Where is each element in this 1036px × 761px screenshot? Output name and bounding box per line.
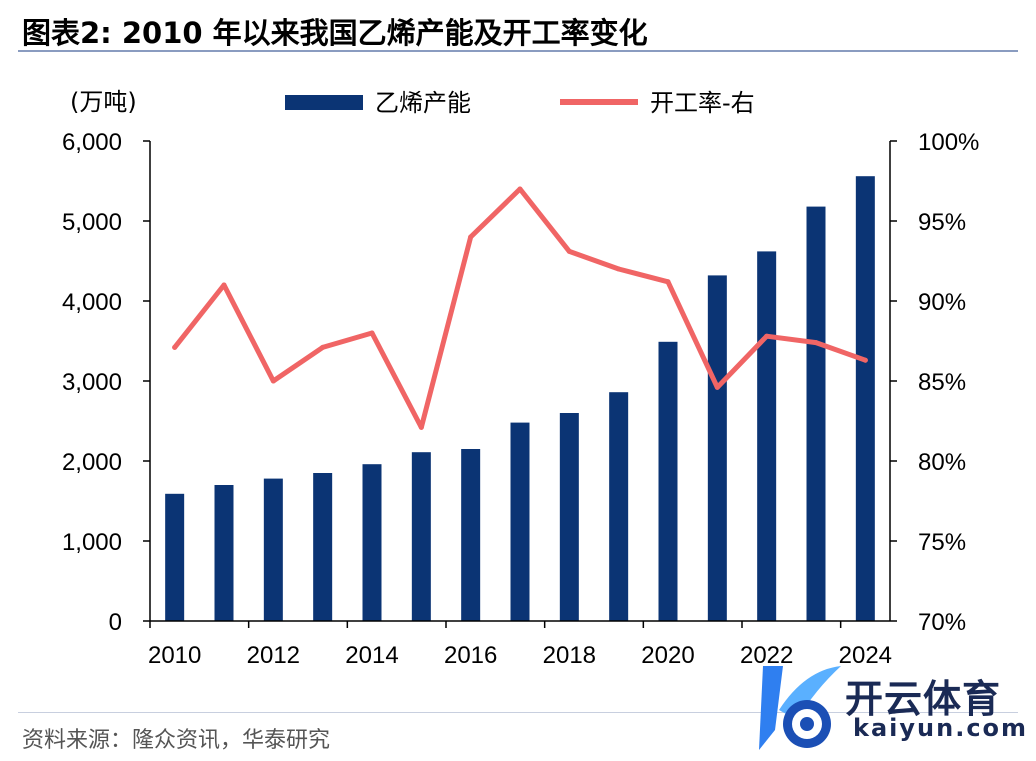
bar-2020 [658, 341, 678, 621]
bar-2019 [609, 392, 629, 621]
right-tick-label: 90% [918, 289, 966, 316]
point-2015 [418, 424, 424, 430]
right-tick-label: 95% [918, 209, 966, 236]
left-tick-label: 0 [109, 609, 122, 636]
right-tick-label: 80% [918, 449, 966, 476]
watermark-logo-icon [759, 666, 841, 750]
x-tick-label-2022: 2022 [740, 642, 793, 669]
x-tick-label-2010: 2010 [148, 642, 201, 669]
source-note: 资料来源：隆众资讯，华泰研究 [22, 728, 331, 753]
legend-label-capacity: 乙烯产能 [375, 89, 471, 117]
point-2020 [665, 279, 671, 285]
bar-2014 [362, 464, 382, 621]
point-2021 [714, 384, 720, 390]
x-tick-label-2024: 2024 [839, 642, 892, 669]
bar-2017 [510, 422, 530, 621]
point-2014 [369, 330, 375, 336]
point-2017 [517, 186, 523, 192]
point-2012 [270, 378, 276, 384]
right-tick-label: 85% [918, 369, 966, 396]
point-2010 [172, 344, 178, 350]
title-divider [18, 50, 1018, 52]
left-tick-label: 6,000 [62, 129, 122, 156]
x-tick-label-2012: 2012 [247, 642, 300, 669]
bar-2023 [806, 206, 826, 621]
left-tick-label: 3,000 [62, 369, 122, 396]
bar-2016 [461, 449, 481, 621]
point-2023 [813, 340, 819, 346]
bar-2021 [707, 275, 727, 621]
left-axis-unit: (万吨) [70, 88, 137, 116]
point-2016 [468, 234, 474, 240]
left-tick-label: 5,000 [62, 209, 122, 236]
chart-title: 图表2: 2010 年以来我国乙烯产能及开工率变化 [22, 16, 648, 50]
tick-labels: 0 1,000 2,000 3,000 4,000 5,000 6,000 70% 75% 80%… [62, 129, 979, 669]
point-2024 [862, 357, 868, 363]
watermark: 开云体育 kaiyun.com [745, 660, 1030, 756]
bar-2015 [411, 452, 431, 621]
watermark-brand: 开云体育 [845, 677, 1002, 721]
bar-2012 [263, 478, 283, 621]
legend-label-utilization: 开工率-右 [650, 89, 755, 117]
bar-2013 [313, 473, 333, 621]
point-2022 [764, 333, 770, 339]
chart-axes [143, 140, 897, 628]
bar-2018 [559, 413, 579, 621]
left-tick-label: 2,000 [62, 449, 122, 476]
point-2018 [566, 248, 572, 254]
footer-divider [18, 712, 1018, 713]
left-tick-label: 4,000 [62, 289, 122, 316]
right-tick-label: 100% [918, 129, 979, 156]
left-tick-label: 1,000 [62, 529, 122, 556]
bar-2024 [855, 176, 875, 621]
x-tick-label-2020: 2020 [641, 642, 694, 669]
bar-2011 [214, 485, 234, 621]
right-tick-label: 75% [918, 529, 966, 556]
legend: 乙烯产能 开工率-右 [285, 89, 755, 117]
legend-swatch-capacity [285, 95, 363, 110]
bar-2022 [757, 251, 777, 621]
bar-series-capacity [165, 176, 875, 621]
x-tick-label-2014: 2014 [345, 642, 398, 669]
bar-2010 [165, 493, 185, 621]
watermark-url: kaiyun.com [853, 714, 1029, 742]
point-2019 [616, 266, 622, 272]
x-tick-label-2018: 2018 [543, 642, 596, 669]
right-tick-label: 70% [918, 609, 966, 636]
line-series-utilization [172, 186, 868, 430]
point-2011 [221, 282, 227, 288]
point-2013 [320, 344, 326, 350]
x-tick-label-2016: 2016 [444, 642, 497, 669]
